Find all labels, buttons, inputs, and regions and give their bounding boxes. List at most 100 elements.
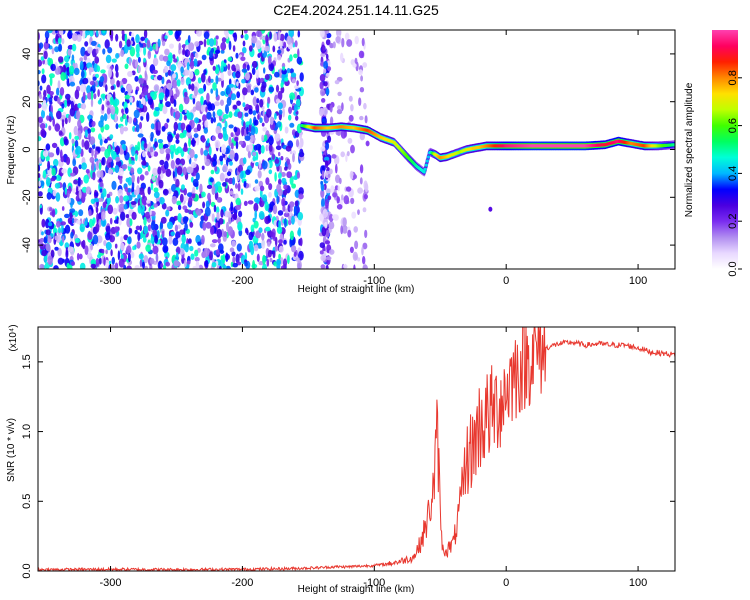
noise-cell: [133, 109, 140, 119]
noise-cell: [143, 216, 147, 226]
noise-cell: [193, 86, 198, 97]
noise-cell: [149, 258, 155, 265]
noise-cell: [92, 171, 96, 181]
noise-cell: [340, 52, 344, 62]
colorbar: 0.0 0.2 0.4 0.6 0.8 Normalized spectral ampl…: [684, 30, 742, 277]
noise-cell: [262, 109, 265, 117]
noise-cell: [54, 123, 61, 132]
noise-cell: [194, 117, 199, 124]
noise-cell: [141, 160, 147, 166]
noise-cell: [215, 49, 221, 54]
noise-cell: [54, 46, 60, 53]
noise-cell: [150, 131, 154, 139]
noise-cell: [198, 193, 202, 199]
noise-cell: [281, 177, 287, 184]
noise-cell: [192, 186, 196, 195]
noise-cell: [236, 243, 242, 252]
noise-cell: [243, 127, 247, 137]
noise-cell: [47, 235, 52, 244]
noise-cell: [137, 141, 141, 152]
noise-cell: [275, 84, 280, 93]
noise-cell: [254, 179, 259, 184]
noise-cell: [101, 104, 105, 111]
noise-cell: [194, 52, 199, 59]
noise-cell: [340, 225, 344, 235]
noise-cell: [98, 257, 102, 265]
noise-cell: [201, 54, 207, 61]
noise-cell: [53, 265, 59, 269]
noise-cell: [346, 151, 350, 157]
noise-cell: [289, 175, 294, 186]
noise-cell: [46, 84, 51, 95]
noise-cell: [289, 206, 293, 212]
noise-cell: [254, 197, 260, 204]
noise-cell: [257, 170, 262, 179]
noise-cell: [134, 153, 138, 162]
noise-cell: [109, 217, 113, 225]
noise-cell: [359, 87, 365, 93]
noise-cell: [143, 142, 148, 149]
noise-cell: [238, 210, 243, 218]
noise-cell: [297, 48, 300, 59]
noise-cell: [353, 226, 359, 233]
noise-cell: [127, 236, 132, 245]
noise-cell: [225, 265, 231, 269]
noise-cell: [276, 183, 282, 193]
noise-cell: [173, 93, 178, 100]
noise-cell: [240, 56, 246, 62]
noise-cell: [95, 146, 99, 151]
noise-cell: [209, 78, 214, 83]
noise-cell: [67, 100, 72, 105]
noise-cell: [82, 239, 86, 250]
noise-cell: [246, 64, 250, 71]
noise-cell: [117, 188, 124, 198]
noise-cell: [261, 160, 268, 170]
noise-cell: [329, 168, 333, 175]
noise-cell: [256, 30, 262, 38]
noise-cell: [343, 195, 350, 205]
noise-cell: [124, 118, 128, 126]
noise-cell: [144, 170, 149, 176]
noise-cell: [81, 139, 85, 148]
noise-cell: [335, 174, 341, 184]
noise-cell: [84, 245, 89, 256]
noise-cell: [230, 142, 234, 150]
noise-cell: [157, 38, 161, 48]
noise-cell: [99, 76, 105, 83]
noise-cell: [319, 242, 325, 249]
noise-cell: [353, 174, 357, 180]
noise-cell: [94, 56, 100, 64]
noise-cell: [294, 200, 299, 207]
noise-cell: [208, 146, 212, 156]
noise-cell: [114, 243, 118, 249]
noise-cell: [203, 247, 210, 258]
noise-cell: [297, 212, 304, 221]
noise-cell: [210, 169, 215, 175]
noise-cell: [220, 41, 227, 51]
noise-cell: [206, 184, 213, 189]
noise-cell: [45, 243, 50, 252]
noise-cell: [293, 175, 298, 181]
noise-cell: [106, 107, 111, 115]
noise-cell: [63, 138, 69, 146]
x-tick-label: -100: [363, 577, 385, 589]
noise-cell: [213, 153, 217, 162]
noise-cell: [174, 110, 181, 120]
noise-cell: [135, 43, 140, 54]
noise-cell: [200, 104, 205, 113]
noise-cell: [173, 121, 178, 132]
noise-cell: [225, 252, 229, 262]
noise-cell: [183, 188, 187, 196]
noise-cell: [162, 188, 169, 196]
noise-cell: [87, 128, 91, 135]
noise-cell: [125, 214, 130, 219]
noise-cell: [178, 42, 181, 51]
noise-cell: [190, 214, 194, 221]
noise-cell: [52, 227, 58, 234]
noise-cell: [141, 205, 145, 212]
noise-cell: [357, 257, 361, 262]
noise-cell: [39, 207, 43, 215]
noise-cell: [188, 42, 195, 51]
noise-cell: [102, 30, 106, 33]
snr-frame: [37, 326, 676, 572]
